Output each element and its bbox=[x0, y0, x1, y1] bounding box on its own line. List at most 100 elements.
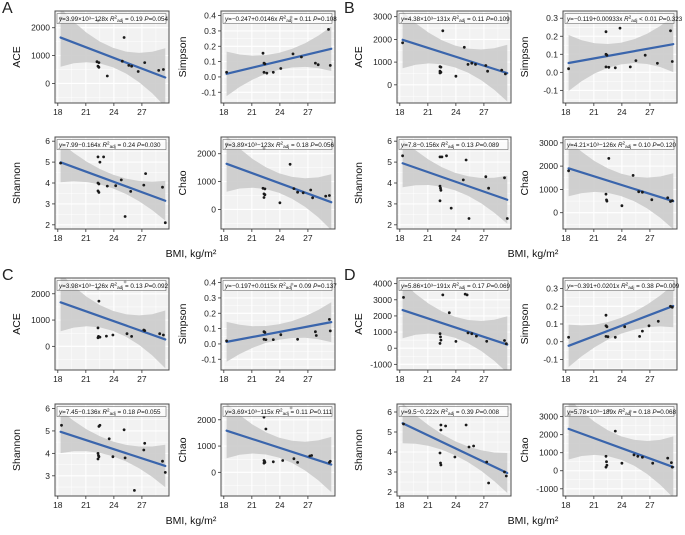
data-point bbox=[636, 454, 640, 458]
equation-text: y=3.69×10³−115x R2adj = 0.11 P=0.111 bbox=[224, 408, 333, 417]
y-tick-label: 6 bbox=[387, 407, 392, 417]
subplot-D-ace: 18 21 24 27 -1000 0 1000 2000 3000 4000 ACE y=5.86×… bbox=[353, 277, 512, 384]
data-point bbox=[439, 463, 443, 467]
confidence-band bbox=[402, 281, 508, 370]
data-point bbox=[120, 59, 124, 63]
y-tick-label: 0.0 bbox=[546, 67, 558, 77]
x-tick-label: 24 bbox=[617, 107, 627, 117]
data-point bbox=[311, 196, 314, 200]
data-point bbox=[641, 190, 644, 194]
x-tick-label: 24 bbox=[275, 107, 285, 117]
data-point bbox=[438, 199, 442, 203]
data-point bbox=[643, 53, 647, 57]
panel-border bbox=[396, 277, 512, 371]
data-point bbox=[605, 53, 609, 57]
x-tick-label: 18 bbox=[395, 233, 405, 243]
x-tick-label: 21 bbox=[423, 500, 433, 510]
confidence-band bbox=[60, 278, 166, 369]
data-point bbox=[261, 51, 265, 55]
y-tick-label: 2 bbox=[45, 220, 50, 230]
y-tick-label: 0.3 bbox=[204, 26, 216, 36]
data-point bbox=[97, 299, 101, 303]
data-point bbox=[505, 217, 509, 220]
panel-letter-A: A bbox=[2, 0, 14, 17]
y-tick-label: 0.2 bbox=[546, 301, 558, 311]
data-point bbox=[279, 67, 283, 70]
data-point bbox=[641, 455, 644, 459]
equation-box bbox=[222, 13, 333, 24]
data-point bbox=[466, 63, 470, 66]
y-tick-label: -0.1 bbox=[201, 87, 216, 97]
data-point bbox=[143, 61, 147, 64]
panel-border bbox=[396, 10, 512, 104]
data-point bbox=[119, 178, 123, 182]
y-axis-title: Shannon bbox=[353, 162, 365, 204]
y-tick-label: 0.2 bbox=[204, 41, 216, 51]
y-tick-label: 1000 bbox=[197, 177, 216, 187]
x-tick-label: 21 bbox=[247, 107, 257, 117]
data-point bbox=[107, 437, 111, 441]
data-point bbox=[263, 331, 267, 334]
data-point bbox=[292, 187, 296, 190]
x-tick-label: 27 bbox=[645, 107, 655, 117]
data-point bbox=[316, 63, 320, 67]
equation-text: y=7.45−0.136x R2adj = 0.18 P=0.055 bbox=[58, 408, 161, 417]
data-point bbox=[162, 333, 165, 337]
regression-line bbox=[401, 38, 509, 75]
panel-B-plots: 18 21 24 27 0 1000 2000 3000 ACE y=4.38×10³−131x … bbox=[351, 1, 685, 247]
panel-B: B 18 21 24 27 0 1000 2000 3000 ACE y=4.38×10³−131… bbox=[343, 0, 685, 268]
regression-line bbox=[567, 427, 675, 469]
data-point bbox=[438, 184, 442, 188]
equation-text: y=4.38×10³−131x R2adj = 0.11 P=0.109 bbox=[400, 15, 510, 24]
x-tick-label: 18 bbox=[53, 374, 63, 384]
y-axis-title: ACE bbox=[353, 46, 365, 68]
data-point bbox=[292, 457, 296, 461]
panel-border bbox=[562, 136, 678, 230]
data-point bbox=[647, 324, 651, 328]
x-tick-label: 27 bbox=[479, 107, 489, 117]
y-tick-label: 0.1 bbox=[546, 49, 558, 59]
y-axis-title: Chao bbox=[519, 437, 531, 462]
data-point bbox=[638, 335, 641, 338]
x-tick-label: 27 bbox=[479, 374, 489, 384]
x-tick-label: 21 bbox=[589, 374, 599, 384]
data-point bbox=[105, 184, 109, 188]
data-point bbox=[163, 221, 167, 225]
y-axis-title: ACE bbox=[11, 46, 23, 68]
panel-C-plots: 18 21 24 27 0 1000 2000 ACE y=3.98×10³−126x R2ad… bbox=[9, 268, 343, 514]
data-point bbox=[604, 313, 608, 317]
panel-A: A 18 21 24 27 0 1000 2000 ACE y=3.99×10³−128x R2… bbox=[1, 0, 343, 268]
x-tick-label: 21 bbox=[81, 233, 91, 243]
y-tick-label: 0.3 bbox=[204, 293, 216, 303]
panel-letter-B: B bbox=[344, 0, 356, 17]
x-tick-label: 18 bbox=[53, 233, 63, 243]
y-tick-label: 4000 bbox=[373, 279, 392, 289]
panel-border bbox=[562, 403, 678, 497]
data-point bbox=[465, 293, 469, 297]
y-axis-title: Chao bbox=[519, 170, 531, 195]
x-tick-label: 18 bbox=[561, 500, 571, 510]
data-point bbox=[605, 325, 609, 329]
equation-text: y=3.99×10³−128x R2adj = 0.19 P=0.054 bbox=[58, 15, 169, 24]
data-point bbox=[454, 74, 458, 78]
y-tick-label: 4 bbox=[387, 447, 392, 457]
data-point bbox=[401, 154, 404, 158]
y-tick-label: 0 bbox=[45, 78, 50, 88]
y-tick-label: 6 bbox=[387, 136, 392, 146]
data-point bbox=[300, 55, 303, 59]
data-point bbox=[122, 428, 126, 432]
x-tick-label: 18 bbox=[561, 374, 571, 384]
data-point bbox=[163, 471, 167, 474]
data-point bbox=[444, 424, 447, 428]
y-tick-label: 2000 bbox=[31, 289, 50, 299]
y-axis-title: Chao bbox=[177, 437, 189, 462]
subplot-B-chao: 18 21 24 27 0 1000 2000 3000 Chao y=4.21×10³−126x… bbox=[519, 136, 678, 243]
data-point bbox=[453, 455, 457, 459]
regression-line bbox=[59, 161, 167, 202]
x-tick-label: 18 bbox=[53, 107, 63, 117]
equation-text: y=−0.197+0.0115x R2adj = 0.09 P=0.137 bbox=[224, 282, 337, 291]
x-tick-label: 27 bbox=[137, 500, 147, 510]
data-point bbox=[262, 461, 266, 465]
data-point bbox=[97, 65, 101, 69]
data-point bbox=[225, 70, 228, 74]
